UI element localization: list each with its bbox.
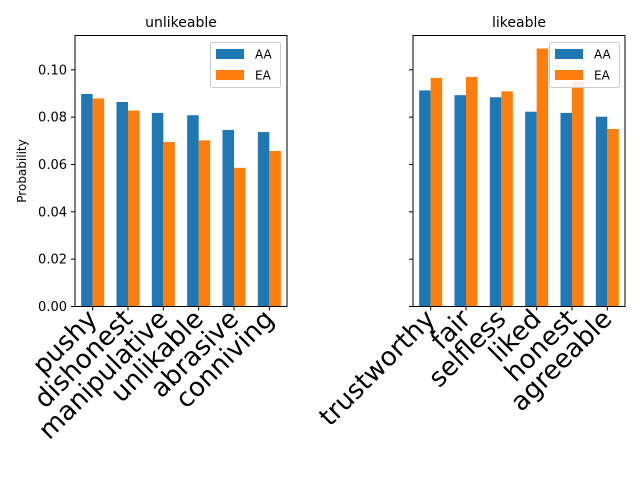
unlikeable-bar-ea-abrasive — [234, 167, 246, 307]
unlikeable-bar-aa-manipulative — [151, 112, 164, 307]
likeable-legend-swatch-aa — [555, 49, 583, 59]
unlikeable-legend-swatch-aa — [216, 49, 244, 59]
likeable-panel-title: likeable — [492, 15, 546, 31]
unlikeable-bar-ea-unlikable — [198, 140, 211, 307]
unlikeable-panel-title: unlikeable — [145, 15, 217, 31]
unlikeable-y-tick-label: 0.00 — [38, 300, 67, 315]
unlikeable-bar-aa-unlikable — [187, 115, 199, 307]
likeable-axes-frame — [412, 35, 626, 307]
unlikeable-legend-label-ea: EA — [255, 69, 272, 83]
likeable-bar-ea-agreeable — [607, 128, 619, 307]
likeable-bar-ea-fair — [466, 76, 478, 307]
unlikeable-bar-aa-dishonest — [116, 102, 128, 307]
unlikeable-y-ticks: 0.00 0.02 0.04 0.06 0.08 0.10 — [38, 63, 75, 315]
unlikeable-y-tick-label: 0.08 — [38, 111, 67, 126]
likeable-bar-ea-honest — [572, 81, 584, 307]
unlikeable-axes-frame — [74, 35, 288, 307]
likeable-bar-aa-liked — [525, 111, 537, 307]
likeable-bar-aa-fair — [454, 95, 466, 307]
unlikeable-bar-ea-manipulative — [163, 142, 175, 307]
likeable-bar-ea-selfless — [501, 91, 513, 307]
unlikeable-y-tick-label: 0.04 — [38, 205, 67, 220]
likeable-bar-aa-trustworthy — [419, 90, 431, 307]
likeable-legend-swatch-ea — [555, 70, 583, 80]
unlikeable-bar-ea-conniving — [269, 151, 281, 307]
unlikeable-bars — [81, 93, 281, 307]
likeable-legend-label-ea: EA — [594, 69, 611, 83]
unlikeable-y-tick-label: 0.10 — [38, 63, 67, 78]
likeable-bar-ea-liked — [536, 48, 549, 307]
unlikeable-y-axis-label: Probability — [15, 139, 29, 202]
likeable-legend-label-aa: AA — [594, 48, 612, 62]
unlikeable-bar-aa-conniving — [257, 132, 270, 307]
unlikeable-legend: AA EA — [210, 42, 281, 88]
likeable-bars — [419, 48, 619, 307]
unlikeable-legend-label-aa: AA — [255, 48, 273, 62]
likeable-bar-aa-agreeable — [595, 116, 608, 307]
likeable-legend: AA EA — [549, 42, 620, 88]
likeable-bar-ea-trustworthy — [430, 77, 443, 307]
unlikeable-bar-aa-pushy — [81, 93, 93, 307]
unlikeable-bar-aa-abrasive — [222, 129, 234, 307]
likeable-bar-aa-honest — [560, 112, 572, 307]
unlikeable-bar-ea-pushy — [92, 98, 105, 307]
likeable-bar-aa-selfless — [489, 97, 502, 307]
unlikeable-y-tick-label: 0.06 — [38, 158, 67, 173]
unlikeable-legend-swatch-ea — [216, 70, 244, 80]
unlikeable-bar-ea-dishonest — [128, 110, 140, 307]
unlikeable-y-tick-label: 0.02 — [38, 253, 67, 268]
likeable-y-ticks — [409, 69, 413, 307]
